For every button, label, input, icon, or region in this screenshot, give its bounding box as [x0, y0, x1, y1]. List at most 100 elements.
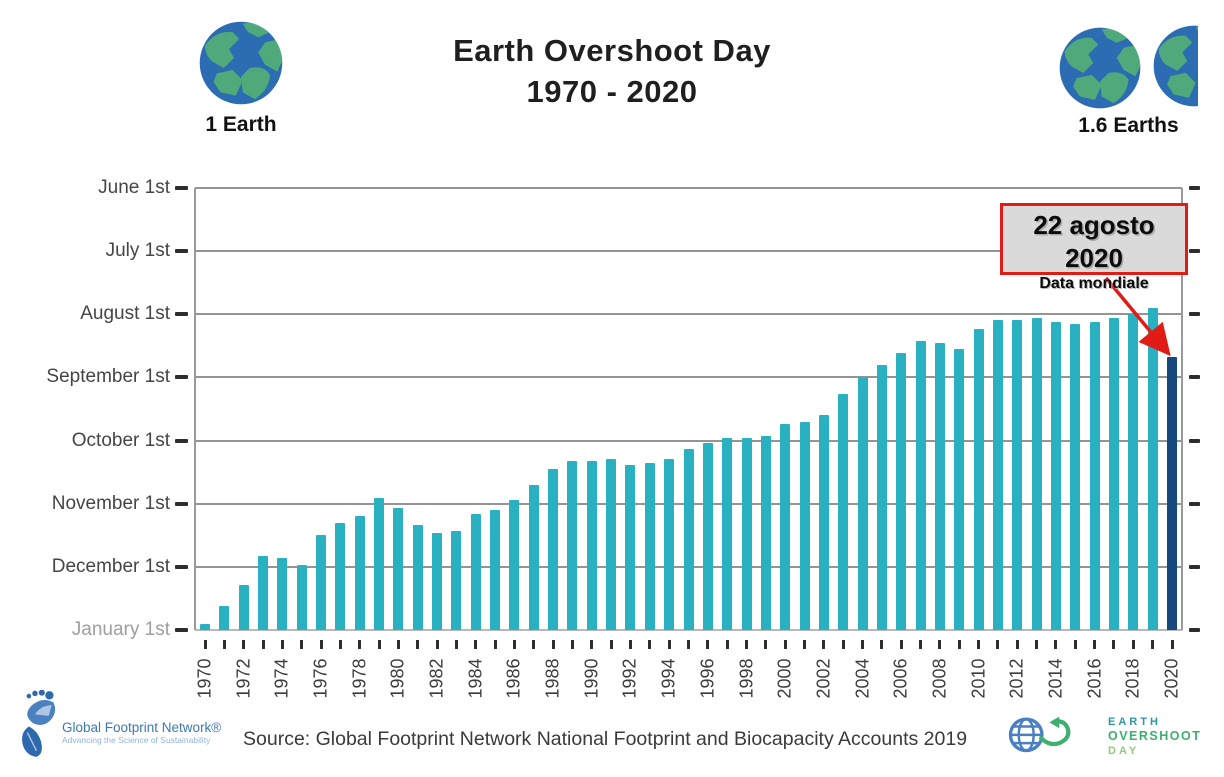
- x-axis-tick: [1035, 640, 1039, 649]
- y-axis-tick-left: [175, 627, 188, 632]
- bar-2004: [857, 377, 868, 630]
- earth-icon: [199, 21, 283, 105]
- bar-1993: [644, 462, 655, 630]
- x-axis-tick: [416, 640, 420, 649]
- x-axis-year-label: 2002: [813, 657, 834, 699]
- x-axis-tick: [977, 640, 981, 649]
- bar-1981: [412, 524, 423, 630]
- gfn-logo-tagline: Advancing the Science of Sustainability: [62, 735, 211, 745]
- bar-1975: [296, 564, 307, 630]
- y-axis-tick-left: [175, 249, 188, 254]
- plot-left-axis: [194, 188, 196, 630]
- gridline: [195, 313, 1182, 316]
- y-axis-tick-right: [1189, 186, 1200, 190]
- x-axis-tick: [764, 640, 768, 649]
- y-axis-label: January 1st: [71, 618, 170, 640]
- x-axis-year-label: 2014: [1045, 657, 1066, 699]
- x-axis-tick: [919, 640, 923, 649]
- bar-2001: [799, 421, 810, 630]
- bar-1987: [528, 485, 539, 630]
- x-axis-tick: [628, 640, 632, 649]
- x-axis-year-label: 2008: [929, 657, 950, 699]
- x-axis-tick: [338, 640, 342, 649]
- one-earth-badge: 1 Earth: [198, 20, 284, 137]
- gfn-logo-name: Global Footprint Network®: [62, 720, 222, 735]
- x-axis-tick: [745, 640, 749, 649]
- bar-1974: [277, 558, 288, 630]
- x-axis-tick: [222, 640, 226, 649]
- y-axis-tick-right: [1189, 627, 1200, 632]
- x-axis-year-label: 1974: [271, 657, 292, 699]
- bar-1996: [702, 442, 713, 630]
- x-axis-year-label: 1996: [697, 657, 718, 699]
- x-axis-tick: [996, 640, 1000, 649]
- bar-1980: [393, 507, 404, 630]
- source-text: Source: Global Footprint Network Nationa…: [243, 728, 968, 750]
- bar-1997: [722, 438, 733, 630]
- x-axis-year-label: 1982: [426, 657, 447, 699]
- x-axis-tick: [667, 640, 671, 649]
- x-axis-tick: [1170, 640, 1174, 649]
- partial-earth-icon: [1152, 24, 1198, 108]
- eod-logo: EARTH OVERSHOOT DAY: [1006, 710, 1216, 770]
- y-axis-tick-right: [1189, 312, 1200, 317]
- eod-logo-line1: EARTH: [1108, 716, 1161, 728]
- bar-1991: [606, 458, 617, 630]
- bar-1994: [664, 458, 675, 630]
- x-axis-tick: [957, 640, 961, 649]
- x-axis-year-label: 1976: [310, 657, 331, 699]
- chart-plot-area: June 1st July 1st August 1st September 1st O…: [46, 177, 1200, 699]
- x-axis-tick: [319, 640, 323, 649]
- x-axis-year-label: 2012: [1006, 657, 1027, 699]
- x-axis-year-label: 1986: [503, 657, 524, 699]
- x-axis-year-label: 1988: [542, 657, 563, 699]
- x-axis-year-label: 2004: [852, 657, 873, 699]
- bar-1985: [490, 510, 501, 630]
- bar-2016: [1089, 322, 1100, 630]
- bar-2014: [1050, 322, 1061, 630]
- x-axis-tick: [435, 640, 439, 649]
- x-axis-tick: [493, 640, 497, 649]
- bar-2013: [1031, 318, 1042, 630]
- x-axis-tick: [512, 640, 516, 649]
- bar-1990: [586, 460, 597, 630]
- x-axis-year-label: 2006: [890, 657, 911, 699]
- gridline: [195, 439, 1182, 442]
- bar-2000: [780, 423, 791, 630]
- x-axis-year-label: 1978: [349, 657, 370, 699]
- bar-1977: [335, 522, 346, 630]
- y-axis-tick-left: [175, 375, 188, 380]
- x-axis-tick: [938, 640, 942, 649]
- x-axis-year-label: 1998: [736, 657, 757, 699]
- y-axis-label: September 1st: [46, 366, 170, 388]
- bar-2009: [954, 348, 965, 630]
- bar-2005: [876, 365, 887, 630]
- x-axis-tick: [841, 640, 845, 649]
- y-axis-tick-left: [175, 438, 188, 443]
- y-axis-label: December 1st: [51, 555, 170, 577]
- x-axis-year-label: 1994: [658, 657, 679, 699]
- x-axis-tick: [803, 640, 807, 649]
- x-axis-tick: [648, 640, 652, 649]
- annotation-caption: Data mondiale: [1039, 275, 1149, 292]
- x-axis-tick: [1073, 640, 1077, 649]
- bar-2019: [1147, 308, 1158, 630]
- y-axis-tick-right: [1189, 564, 1200, 569]
- gridline: [195, 250, 1182, 253]
- x-axis-tick: [590, 640, 594, 649]
- bar-2020: [1167, 357, 1177, 630]
- gfn-logo: Global Footprint Network® Advancing the …: [18, 689, 248, 770]
- page-subtitle: 1970 - 2020: [526, 74, 698, 109]
- bar-1983: [451, 531, 462, 630]
- bar-2017: [1108, 318, 1119, 630]
- bar-1986: [509, 499, 520, 630]
- x-axis-tick: [570, 640, 574, 649]
- x-axis-tick: [706, 640, 710, 649]
- x-axis-tick: [474, 640, 478, 649]
- bar-1998: [741, 438, 752, 630]
- plot-right-axis: [1181, 188, 1183, 630]
- one-point-six-earths-label: 1.6 Earths: [1078, 114, 1179, 137]
- bar-2012: [1012, 320, 1023, 630]
- x-axis-tick: [687, 640, 690, 649]
- gfn-footprint-icon: [22, 689, 56, 757]
